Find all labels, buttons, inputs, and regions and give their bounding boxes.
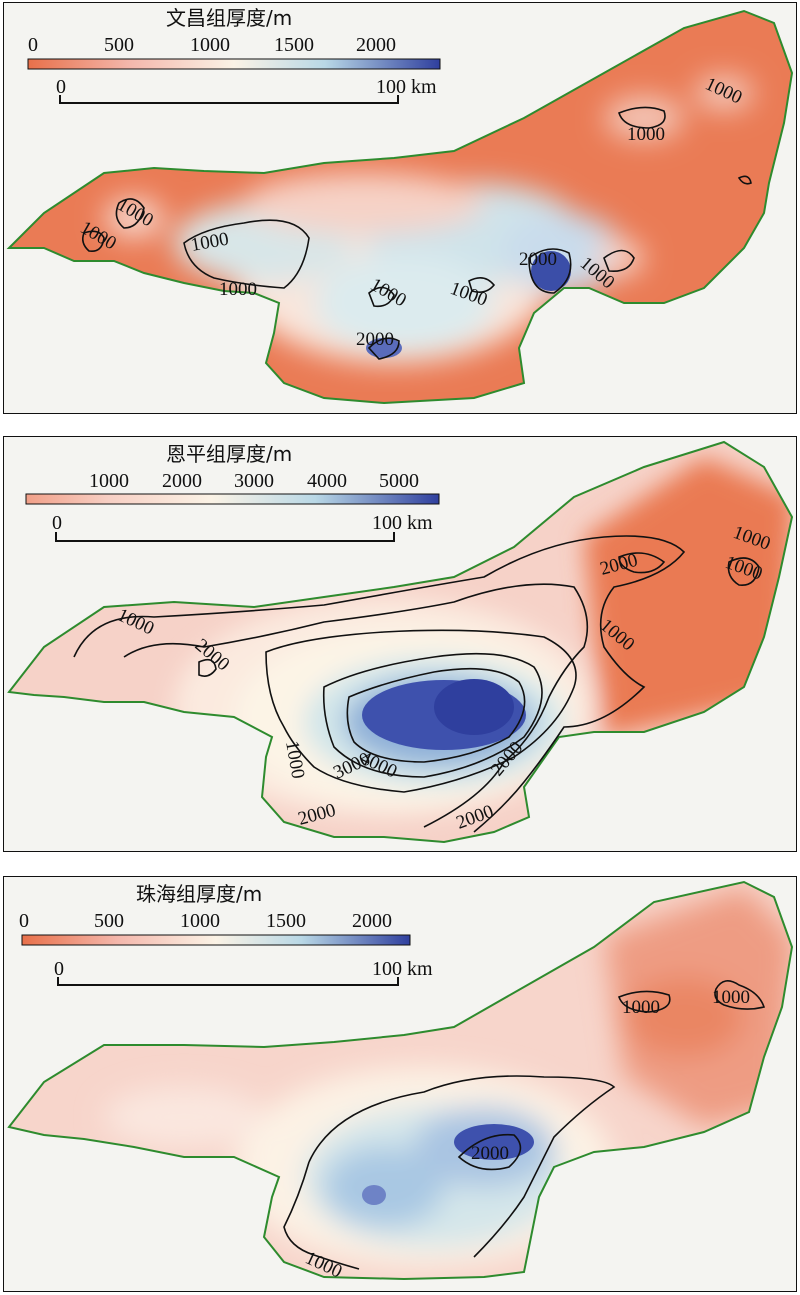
scale-bar [57,977,399,986]
legend-tick: 0 [19,910,29,932]
legend-tick: 3000 [234,470,274,492]
legend-tick: 1000 [89,470,129,492]
color-ramp [25,493,440,505]
legend-tick: 500 [104,34,134,56]
map-canvas: 1000 1000 2000 1000 2000 1000 4000 3000 … [8,441,793,843]
contour-label: 1000 [219,279,257,300]
color-ramp [27,58,441,70]
scale-start: 0 [54,958,64,980]
contour-label: 1000 [712,987,750,1008]
legend-tick: 1500 [266,910,306,932]
scale-end: 100 km [372,512,433,534]
legend-tick: 1000 [190,34,230,56]
contour-label: 1000 [622,997,660,1018]
scale-start: 0 [52,512,62,534]
legend-title: 恩平组厚度/m [166,442,292,466]
legend-tick: 2000 [352,910,392,932]
legend-tick: 2000 [356,34,396,56]
scale-bar [59,95,399,104]
scale-bar [55,532,395,542]
map-panel-wenchang: 1000 1000 1000 1000 1000 1000 1000 2000 … [3,2,797,414]
legend-tick: 1000 [180,910,220,932]
legend-tick: 1500 [274,34,314,56]
legend-title: 文昌组厚度/m [166,6,292,30]
contour-label: 2000 [519,249,557,270]
map-canvas: 1000 1000 1000 1000 1000 1000 1000 2000 … [8,6,793,404]
contour-label: 2000 [356,329,394,350]
legend-tick: 4000 [307,470,347,492]
contour-label: 1000 [627,124,665,145]
scale-end: 100 km [376,76,437,98]
color-ramp [21,934,411,946]
legend-tick: 2000 [162,470,202,492]
contour-label: 2000 [471,1143,509,1164]
map-panel-enping: 1000 1000 2000 1000 2000 1000 4000 3000 … [3,436,797,852]
legend-title: 珠海组厚度/m [136,882,262,906]
legend-tick: 0 [28,34,38,56]
map-canvas: 1000 1000 2000 1000 珠海组厚度/m 0 500 1000 1… [8,881,793,1283]
legend-tick: 500 [94,910,124,932]
map-panel-zhuhai: 1000 1000 2000 1000 珠海组厚度/m 0 500 1000 1… [3,876,797,1292]
scale-end: 100 km [372,958,433,980]
legend-tick: 5000 [379,470,419,492]
scale-start: 0 [56,76,66,98]
